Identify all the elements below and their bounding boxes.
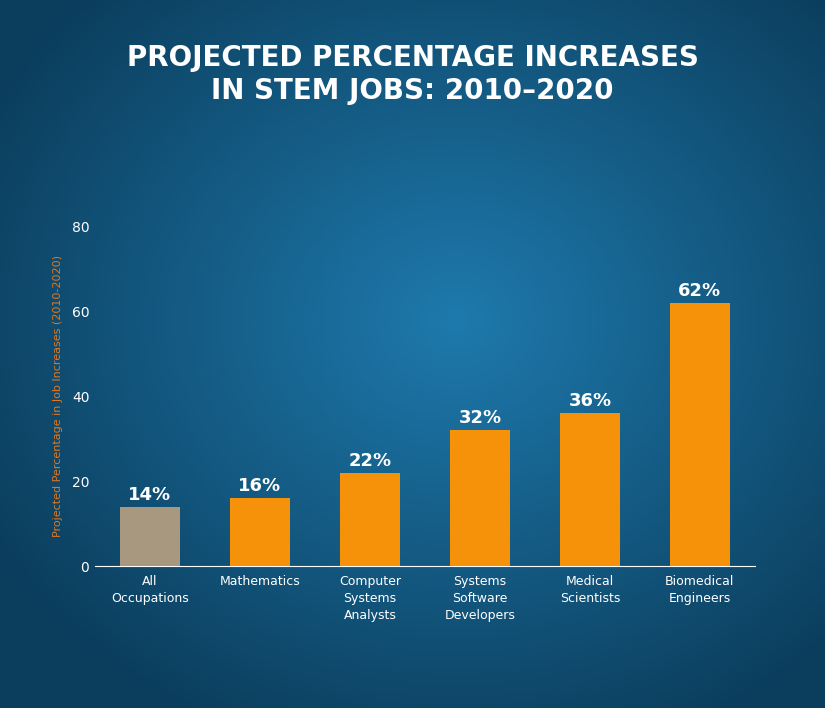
Bar <box>450 430 510 566</box>
Text: 36%: 36% <box>568 392 611 410</box>
Text: 14%: 14% <box>129 486 172 503</box>
Text: 16%: 16% <box>238 477 281 495</box>
Bar <box>670 303 730 566</box>
Text: PROJECTED PERCENTAGE INCREASES
IN STEM JOBS: 2010–2020: PROJECTED PERCENTAGE INCREASES IN STEM J… <box>126 44 699 105</box>
Text: 22%: 22% <box>348 452 391 469</box>
Bar <box>120 507 180 566</box>
Text: 62%: 62% <box>678 282 721 299</box>
Y-axis label: Projected Percentage in Job Increases (2010-2020): Projected Percentage in Job Increases (2… <box>54 256 64 537</box>
Bar <box>229 498 290 566</box>
Text: 32%: 32% <box>459 409 502 427</box>
Bar <box>559 413 620 566</box>
Bar <box>340 473 400 566</box>
